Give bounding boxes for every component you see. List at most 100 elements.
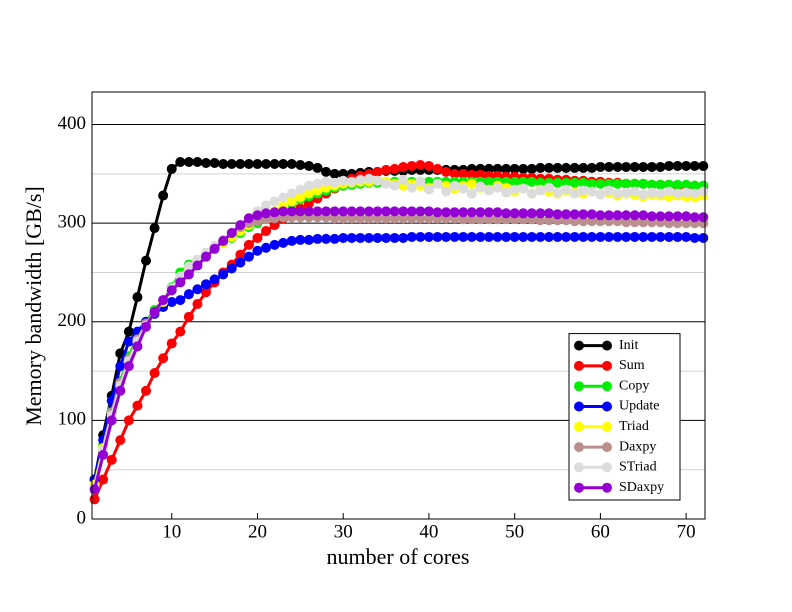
point (226, 228, 237, 239)
point (663, 186, 674, 197)
point (406, 213, 417, 224)
point (295, 159, 306, 170)
point (672, 179, 683, 190)
point (543, 215, 554, 226)
point (646, 187, 657, 198)
point (338, 175, 349, 186)
point (629, 210, 640, 221)
point (398, 174, 409, 185)
point (509, 231, 520, 242)
point (492, 231, 503, 242)
point (612, 210, 623, 221)
point (492, 207, 503, 218)
point (629, 178, 640, 189)
point (415, 176, 426, 187)
point (415, 159, 426, 170)
y-tick-label: 300 (58, 212, 87, 233)
point (526, 208, 537, 219)
point (355, 213, 366, 224)
point (672, 231, 683, 242)
point (621, 217, 632, 228)
point (286, 235, 297, 246)
point (295, 234, 306, 245)
point (612, 178, 623, 189)
point (535, 215, 546, 226)
point (655, 179, 666, 190)
legend-marker (574, 462, 584, 473)
point (218, 235, 229, 246)
point (363, 173, 374, 184)
point (158, 353, 169, 364)
point (629, 186, 640, 197)
point (183, 269, 194, 280)
point (535, 162, 546, 173)
point (201, 158, 212, 169)
point (218, 158, 229, 169)
legend-label: Daxpy (619, 439, 656, 454)
point (346, 206, 357, 217)
point (681, 211, 692, 222)
x-tick-label: 60 (591, 521, 610, 542)
point (406, 206, 417, 217)
point (586, 231, 597, 242)
point (509, 163, 520, 174)
point (106, 454, 117, 465)
point (278, 158, 289, 169)
point (303, 188, 314, 199)
point (681, 218, 692, 229)
point (183, 157, 194, 168)
point (509, 184, 520, 195)
point (646, 231, 657, 242)
point (89, 494, 100, 505)
point (423, 160, 434, 171)
point (475, 231, 486, 242)
plot-frame (91, 91, 706, 520)
point (149, 306, 160, 317)
point (621, 178, 632, 189)
point (655, 188, 666, 199)
point (321, 176, 332, 187)
point (663, 218, 674, 229)
point (363, 213, 374, 224)
point (132, 292, 143, 303)
point (689, 188, 700, 199)
point (595, 210, 606, 221)
point (475, 181, 486, 192)
point (586, 178, 597, 189)
point (535, 185, 546, 196)
point (312, 206, 323, 217)
point (321, 233, 332, 244)
legend-marker (574, 360, 584, 371)
point (261, 226, 272, 237)
legend-marker (602, 381, 612, 392)
point (372, 175, 383, 186)
point (603, 161, 614, 172)
point (423, 206, 434, 217)
point (432, 231, 443, 242)
point (115, 385, 126, 396)
point (638, 178, 649, 189)
point (569, 177, 580, 188)
point (389, 213, 400, 224)
point (423, 213, 434, 224)
point (132, 400, 143, 411)
point (689, 180, 700, 191)
point (569, 216, 580, 227)
point (303, 206, 314, 217)
point (518, 176, 529, 187)
point (689, 160, 700, 171)
point (389, 206, 400, 217)
point (329, 233, 340, 244)
x-tick-label: 70 (677, 521, 696, 542)
point (338, 232, 349, 243)
point (466, 178, 477, 189)
point (638, 231, 649, 242)
point (646, 211, 657, 222)
point (175, 295, 186, 306)
point (123, 415, 134, 426)
legend-marker (574, 421, 584, 432)
point (269, 196, 280, 207)
point (158, 190, 169, 201)
point (338, 213, 349, 224)
point (672, 160, 683, 171)
